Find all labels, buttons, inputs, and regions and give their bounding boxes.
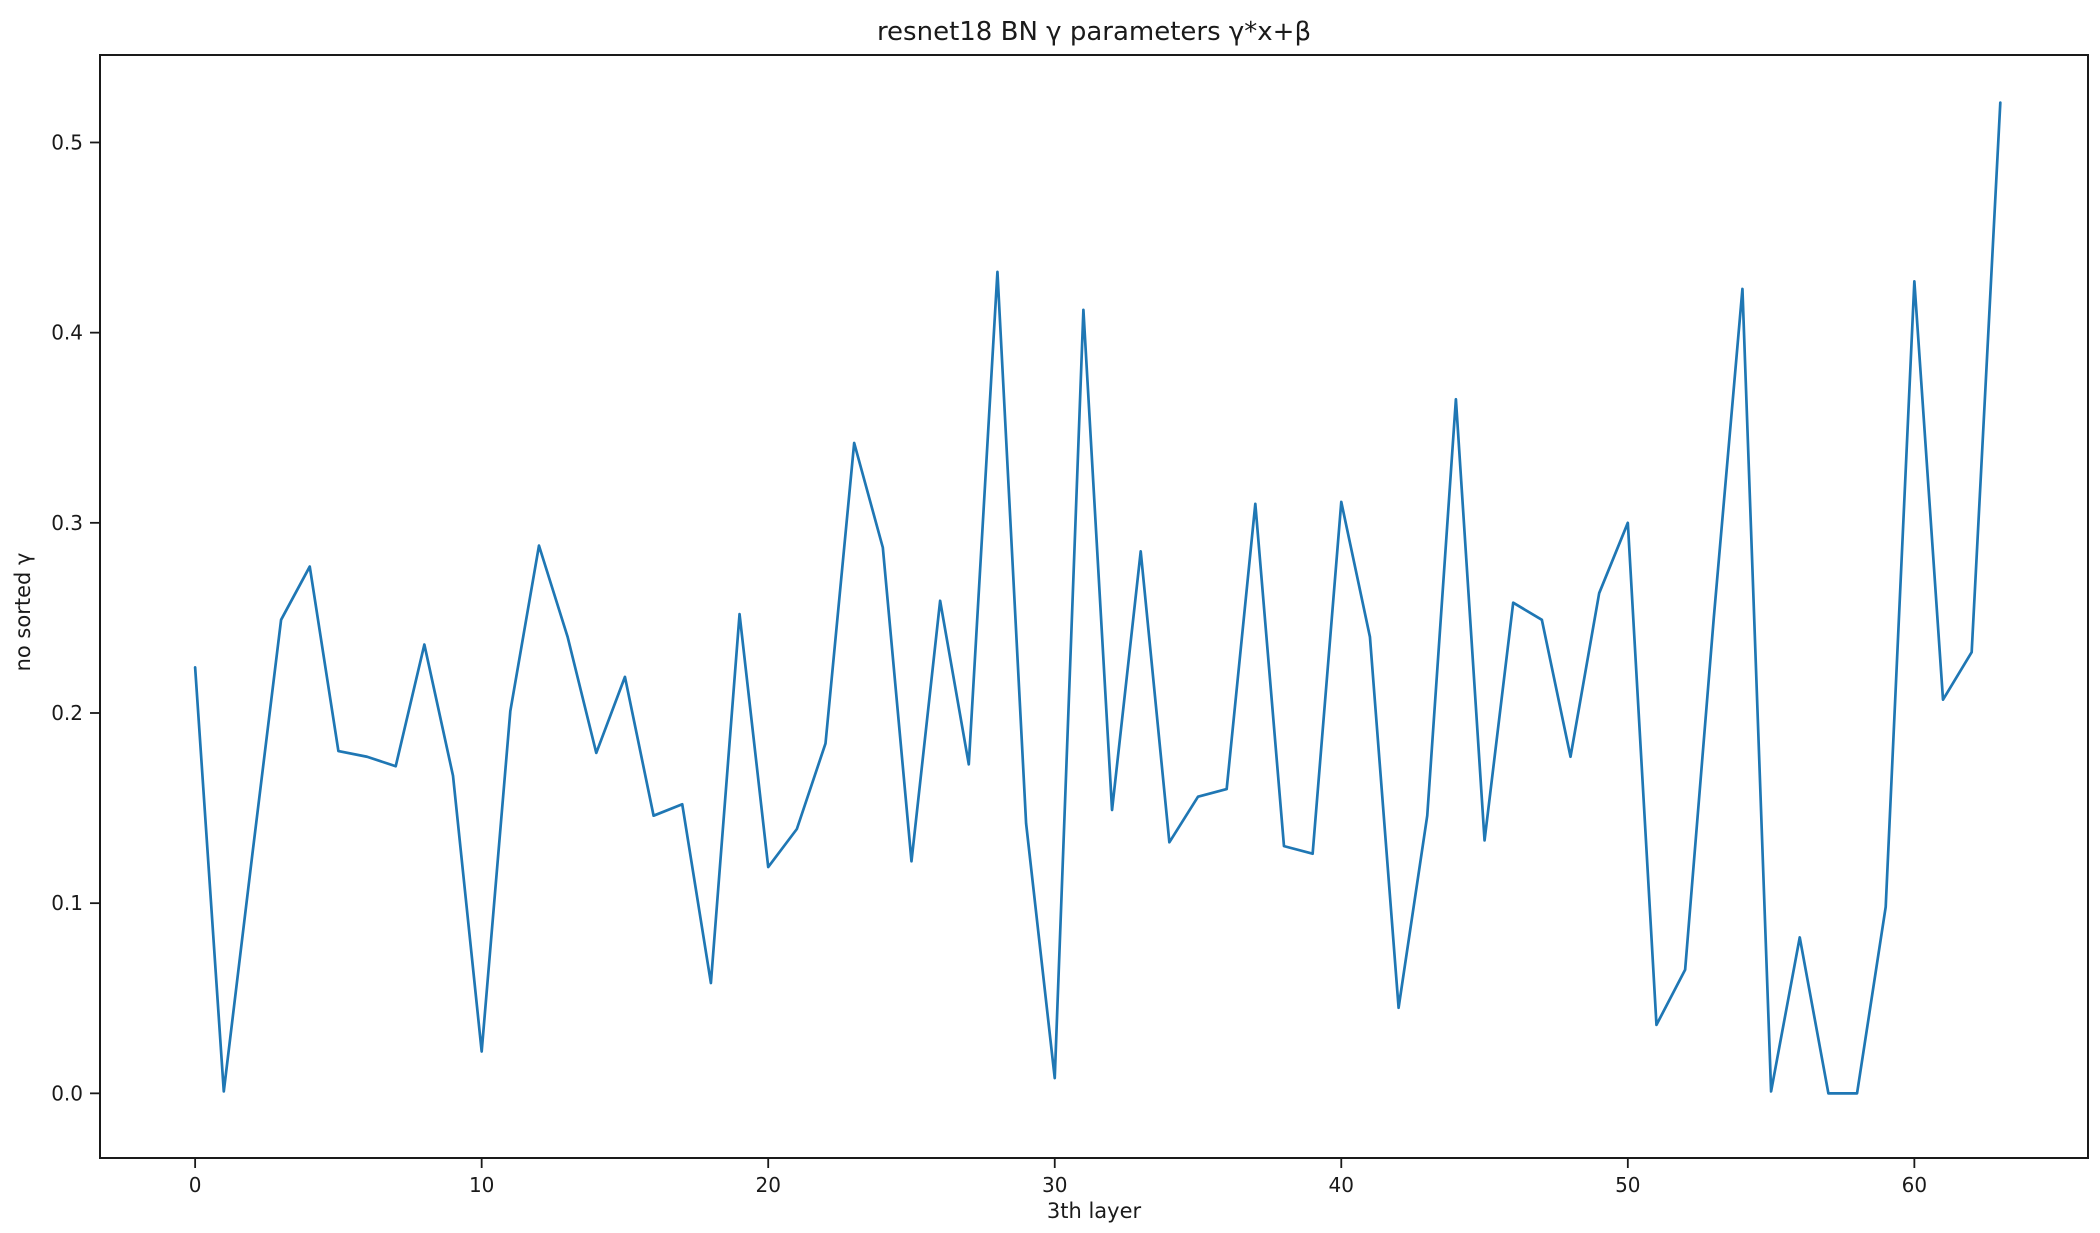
x-tick-label: 30 xyxy=(1042,1173,1067,1197)
data-line xyxy=(193,101,2002,1095)
y-tick-label: 0.1 xyxy=(51,891,83,915)
x-tick-label: 20 xyxy=(755,1173,780,1197)
x-tick-label: 0 xyxy=(189,1173,202,1197)
y-axis-label: no sorted γ xyxy=(11,553,35,672)
x-tick-label: 40 xyxy=(1329,1173,1354,1197)
y-tick-label: 0.3 xyxy=(51,511,83,535)
x-tick-label: 50 xyxy=(1615,1173,1640,1197)
y-tick-label: 0.2 xyxy=(51,701,83,725)
y-tick-label: 0.4 xyxy=(51,321,83,345)
x-tick-label: 10 xyxy=(469,1173,494,1197)
x-tick-label: 60 xyxy=(1902,1173,1927,1197)
y-tick-label: 0.5 xyxy=(51,130,83,154)
axes-spines xyxy=(99,54,2089,1159)
chart-title: resnet18 BN γ parameters γ*x+β xyxy=(877,17,1311,47)
x-axis-label: 3th layer xyxy=(1047,1199,1142,1223)
y-tick-label: 0.0 xyxy=(51,1081,83,1105)
